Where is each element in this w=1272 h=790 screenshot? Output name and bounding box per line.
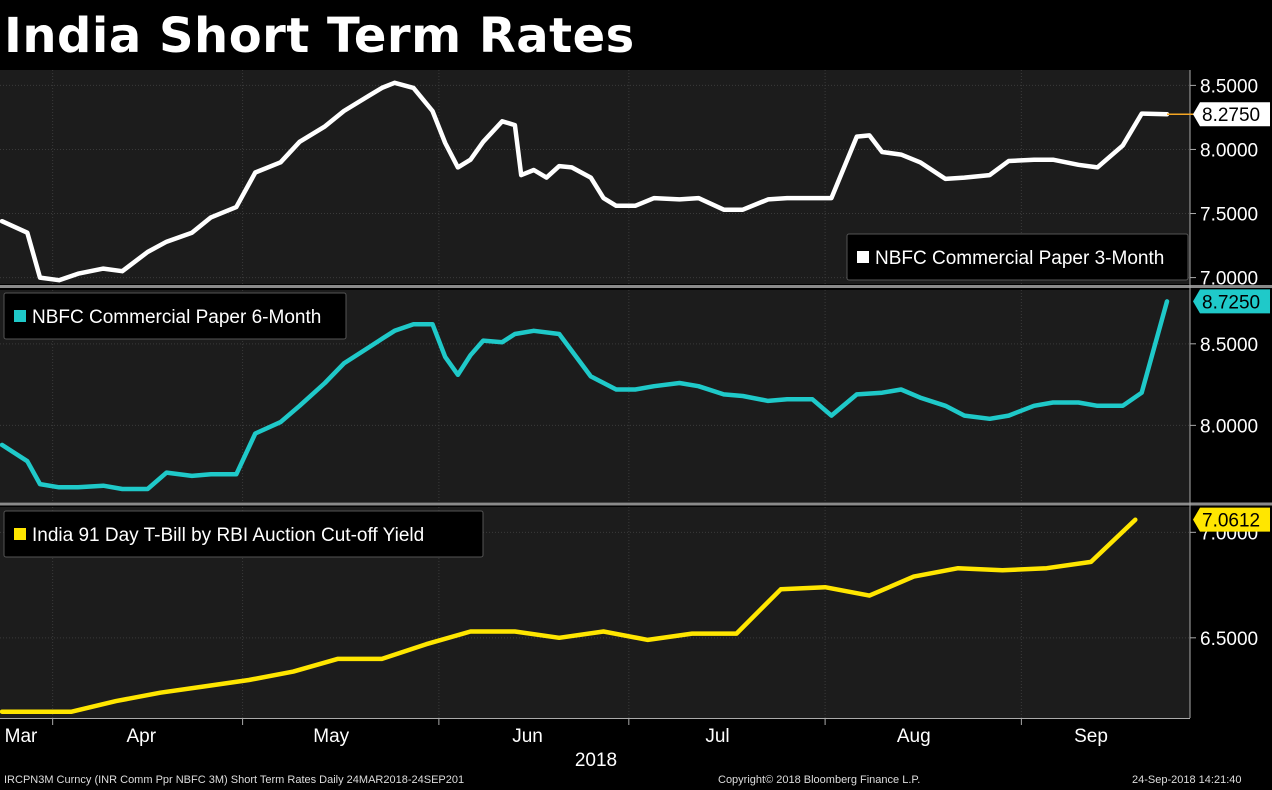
y-tick-label: 8.5000	[1200, 76, 1258, 97]
last-value-label: 8.2750	[1202, 105, 1260, 126]
y-tick-label: 8.0000	[1200, 140, 1258, 161]
y-tick-label: 7.0000	[1200, 269, 1258, 290]
y-tick-label: 6.5000	[1200, 629, 1258, 650]
legend-1: NBFC Commercial Paper 3-Month	[846, 233, 1189, 281]
last-value-tag-2: 8.7250	[1193, 289, 1270, 314]
x-tick-label: Aug	[897, 726, 931, 747]
y-tick-label: 8.0000	[1200, 416, 1258, 437]
legend-2: NBFC Commercial Paper 6-Month	[3, 292, 347, 340]
legend-label: India 91 Day T-Bill by RBI Auction Cut-o…	[32, 525, 424, 546]
x-tick-label: Mar	[5, 726, 38, 747]
panel-separator-1	[0, 285, 1272, 288]
last-value-tag-1: 8.2750	[1193, 102, 1270, 127]
x-tick-label: Sep	[1074, 726, 1108, 747]
legend-3: India 91 Day T-Bill by RBI Auction Cut-o…	[3, 510, 484, 558]
series-line-nbfc-commercial-paper-6-month	[0, 299, 1170, 492]
last-value-tag-3: 7.0612	[1193, 507, 1270, 532]
panel-separator-2	[0, 502, 1272, 506]
last-value-label: 7.0612	[1202, 511, 1260, 532]
legend-label: NBFC Commercial Paper 6-Month	[32, 307, 321, 328]
x-tick-label: Jul	[705, 726, 729, 747]
series-line-india-91-day-t-bill-by-rbi-auction-cut-off-yield	[0, 517, 1138, 714]
footer-timestamp: 24-Sep-2018 14:21:40	[1132, 774, 1242, 786]
footer-source: IRCPN3M Curncy (INR Comm Ppr NBFC 3M) Sh…	[4, 774, 465, 786]
last-value-label: 8.7250	[1202, 292, 1260, 313]
x-axis-label: 2018	[575, 750, 617, 771]
x-tick-label: May	[313, 726, 349, 747]
legend-label: NBFC Commercial Paper 3-Month	[875, 248, 1164, 269]
series-line-nbfc-commercial-paper-3-month	[0, 80, 1170, 283]
y-tick-label: 7.5000	[1200, 205, 1258, 226]
legend-swatch	[857, 251, 869, 263]
y-tick-label: 8.5000	[1200, 335, 1258, 356]
chart-area: Mar Apr May Jun Jul Aug Sep 2018 8.5000 8.0000 7.5…	[0, 70, 1272, 771]
legend-swatch	[14, 310, 26, 322]
footer-copyright: Copyright© 2018 Bloomberg Finance L.P.	[718, 774, 921, 786]
page-title: India Short Term Rates	[4, 8, 635, 64]
x-tick-label: Jun	[512, 726, 543, 747]
x-tick-label: Apr	[127, 726, 157, 747]
legend-swatch	[14, 528, 26, 540]
